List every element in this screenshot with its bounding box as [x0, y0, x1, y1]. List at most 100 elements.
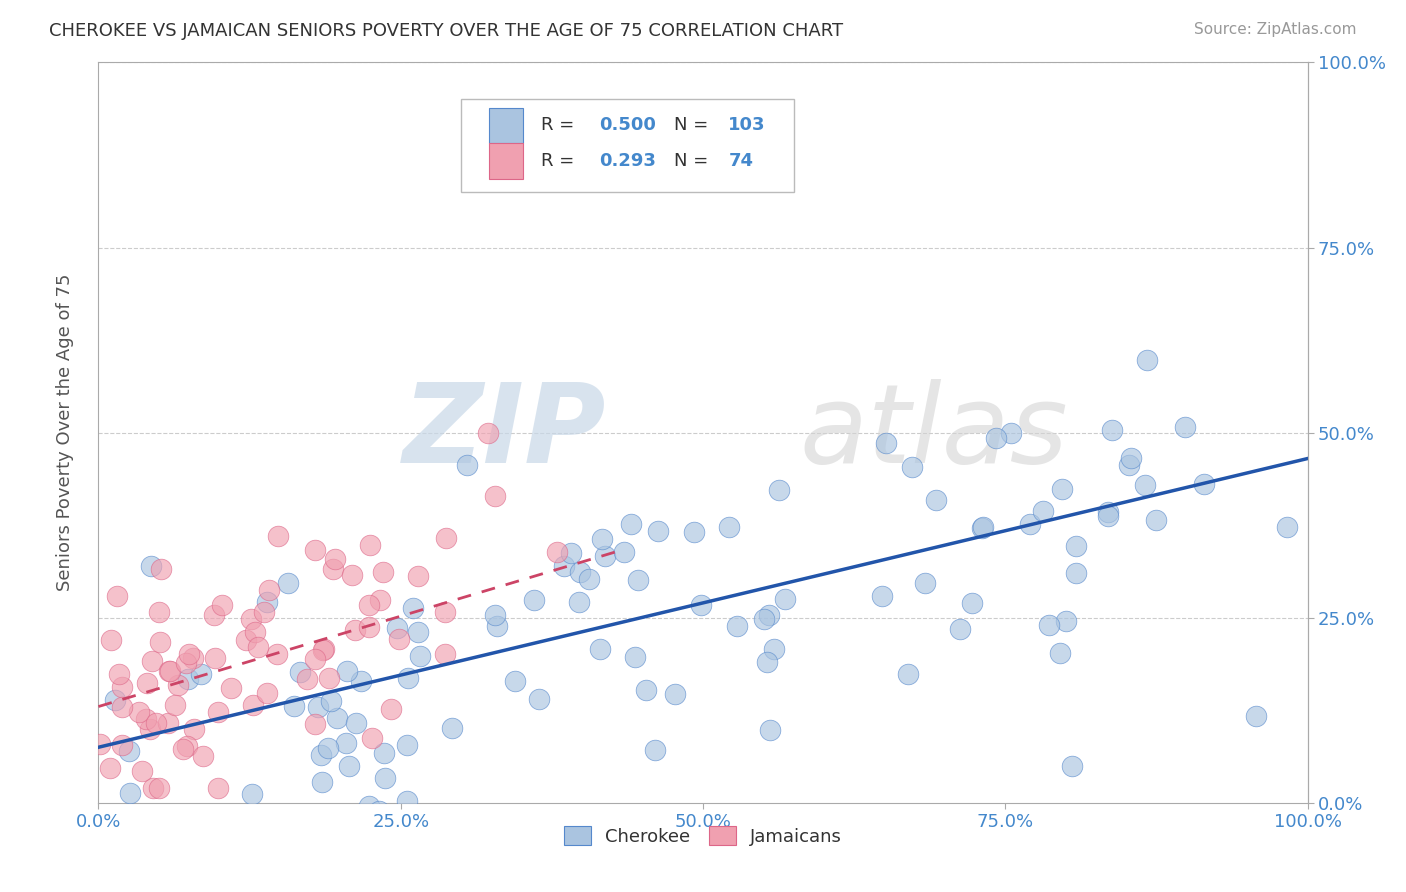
- Point: [647, 524, 669, 539]
- Point: [304, 542, 326, 557]
- Text: N =: N =: [673, 152, 709, 169]
- Point: [373, 746, 395, 760]
- Point: [484, 608, 506, 623]
- Point: [335, 736, 357, 750]
- Point: [181, 650, 204, 665]
- Point: [344, 716, 367, 731]
- Point: [434, 531, 457, 545]
- Point: [142, 780, 165, 795]
- Point: [1097, 508, 1119, 523]
- Point: [768, 483, 790, 498]
- Point: [773, 591, 796, 606]
- Point: [304, 651, 326, 665]
- Point: [972, 520, 994, 534]
- Point: [157, 664, 180, 678]
- Point: [627, 573, 650, 587]
- Point: [406, 569, 429, 583]
- Point: [527, 692, 550, 706]
- Point: [1032, 504, 1054, 518]
- Point: [343, 623, 366, 637]
- Point: [104, 693, 127, 707]
- Point: [337, 759, 360, 773]
- Point: [256, 595, 278, 609]
- Point: [342, 567, 364, 582]
- Point: [925, 492, 948, 507]
- Point: [253, 606, 276, 620]
- Point: [111, 738, 134, 752]
- Text: N =: N =: [673, 116, 709, 135]
- Point: [172, 742, 194, 756]
- Text: R =: R =: [541, 116, 574, 135]
- Point: [191, 748, 214, 763]
- Point: [211, 598, 233, 612]
- Point: [1038, 618, 1060, 632]
- Point: [409, 649, 432, 664]
- Point: [256, 686, 278, 700]
- Point: [593, 549, 616, 564]
- Point: [357, 798, 380, 813]
- Point: [118, 744, 141, 758]
- Point: [359, 598, 381, 612]
- Point: [875, 435, 897, 450]
- Point: [105, 589, 128, 603]
- Point: [204, 650, 226, 665]
- Point: [620, 517, 643, 532]
- Point: [396, 671, 419, 685]
- Point: [900, 459, 922, 474]
- Text: CHEROKEE VS JAMAICAN SENIORS POVERTY OVER THE AGE OF 75 CORRELATION CHART: CHEROKEE VS JAMAICAN SENIORS POVERTY OVE…: [49, 22, 844, 40]
- Point: [759, 723, 782, 737]
- Point: [246, 640, 269, 655]
- Point: [569, 565, 592, 579]
- Point: [1064, 539, 1087, 553]
- Point: [322, 562, 344, 576]
- Point: [523, 592, 546, 607]
- Point: [718, 520, 741, 534]
- Point: [304, 717, 326, 731]
- Text: Source: ZipAtlas.com: Source: ZipAtlas.com: [1194, 22, 1357, 37]
- Point: [972, 520, 994, 534]
- Point: [349, 674, 371, 689]
- Point: [136, 676, 159, 690]
- Point: [357, 620, 380, 634]
- Point: [402, 600, 425, 615]
- Point: [149, 634, 172, 648]
- Point: [283, 698, 305, 713]
- Point: [367, 804, 389, 818]
- Point: [1097, 505, 1119, 519]
- Point: [202, 607, 225, 622]
- Point: [176, 673, 198, 687]
- Point: [111, 700, 134, 714]
- Point: [312, 643, 335, 657]
- Point: [456, 458, 478, 473]
- Point: [560, 546, 582, 560]
- Point: [371, 565, 394, 579]
- Point: [336, 664, 359, 678]
- Point: [624, 650, 647, 665]
- Point: [762, 641, 785, 656]
- Text: ZIP: ZIP: [402, 379, 606, 486]
- Point: [380, 701, 402, 715]
- FancyBboxPatch shape: [461, 99, 793, 192]
- Point: [183, 722, 205, 736]
- Point: [240, 787, 263, 801]
- Point: [242, 698, 264, 713]
- Point: [131, 764, 153, 778]
- Point: [307, 699, 329, 714]
- Point: [176, 739, 198, 754]
- Point: [145, 716, 167, 731]
- Point: [288, 665, 311, 679]
- Point: [503, 673, 526, 688]
- Point: [167, 678, 190, 692]
- Point: [613, 545, 636, 559]
- Point: [190, 667, 212, 681]
- Text: R =: R =: [541, 152, 574, 169]
- Point: [368, 592, 391, 607]
- Y-axis label: Seniors Poverty Over the Age of 75: Seniors Poverty Over the Age of 75: [56, 274, 75, 591]
- Text: 0.293: 0.293: [599, 152, 655, 169]
- Point: [752, 612, 775, 626]
- Point: [960, 596, 983, 610]
- Point: [433, 605, 456, 619]
- Point: [1135, 478, 1157, 492]
- Point: [1050, 483, 1073, 497]
- Point: [141, 654, 163, 668]
